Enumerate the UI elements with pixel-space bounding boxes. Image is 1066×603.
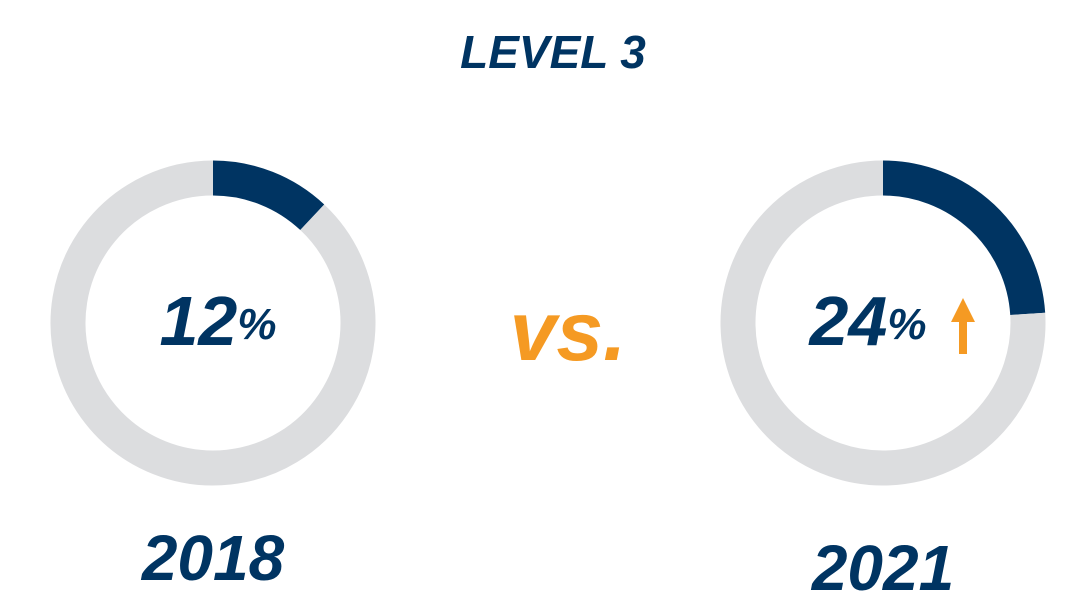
arrow-shaft <box>959 320 967 354</box>
value-label: 24% <box>808 282 927 360</box>
donut-segment <box>50 160 376 486</box>
year-label: 2018 <box>141 522 285 594</box>
donut-segment <box>882 160 1046 316</box>
trend-arrow <box>951 298 975 354</box>
year-label: 2021 <box>811 532 954 603</box>
arrow-head <box>951 298 975 322</box>
donut-chart: 24% 2021 <box>720 160 1046 603</box>
donut-chart: 12% 2018 <box>50 160 376 594</box>
value-label: 12% <box>160 282 277 360</box>
title: LEVEL 3 <box>460 26 646 78</box>
donut-segment <box>720 160 1046 486</box>
donut-segment <box>212 160 325 231</box>
separator: vs. <box>510 284 627 378</box>
